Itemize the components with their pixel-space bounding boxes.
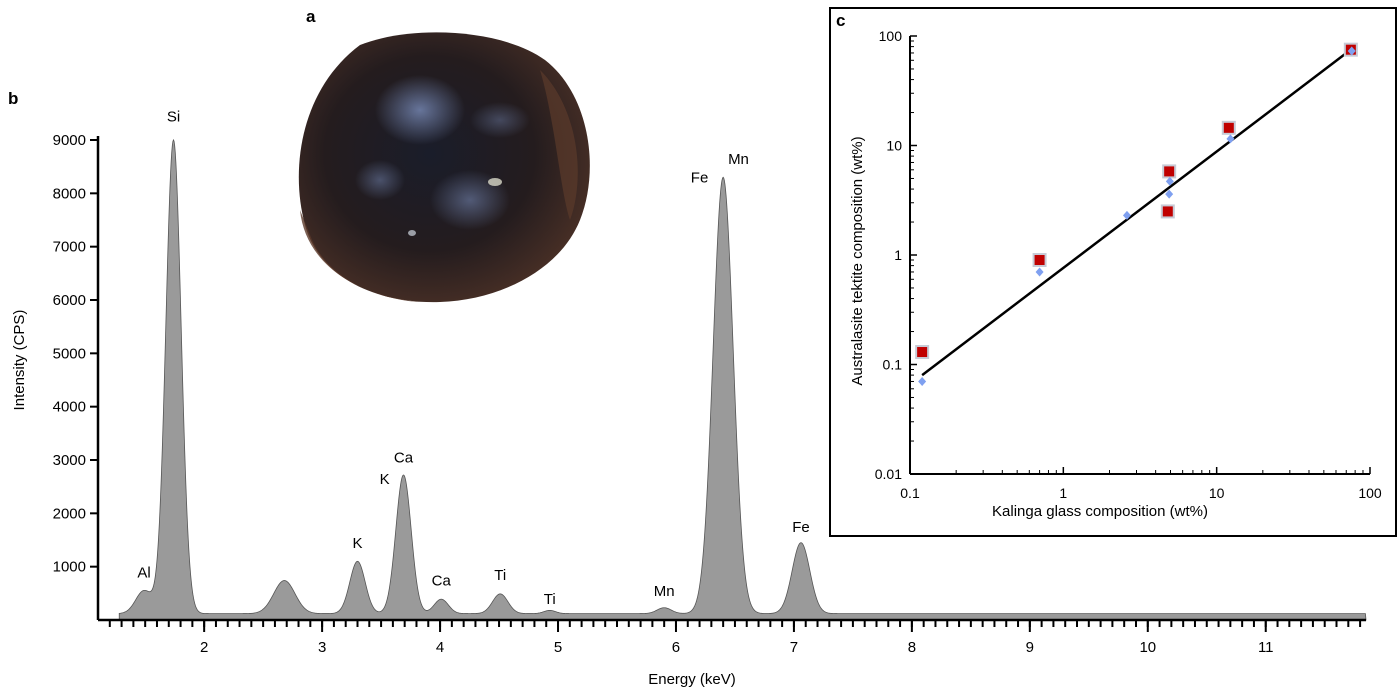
scatter-y-tick-label: 100 <box>879 28 903 44</box>
panel-label-b: b <box>8 89 18 108</box>
scatter-x-tick-label: 1 <box>1059 485 1067 501</box>
square-marker <box>1164 166 1175 177</box>
y-tick-label: 8000 <box>53 185 86 202</box>
peak-label: Ti <box>494 567 506 584</box>
peak-label: Ti <box>544 591 556 608</box>
diamond-marker <box>918 376 927 386</box>
x-tick-label: 6 <box>672 639 680 656</box>
y-tick-label: 7000 <box>53 239 86 256</box>
peak-label: Al <box>137 564 150 581</box>
x-tick-label: 3 <box>318 639 326 656</box>
peak-label: K <box>380 471 390 488</box>
peak-label: Mn <box>728 151 749 168</box>
y-tick-label: 3000 <box>53 452 86 469</box>
diamond-marker <box>1226 134 1235 144</box>
peak-label: Fe <box>792 519 810 536</box>
square-marker <box>1162 206 1173 217</box>
x-tick-label: 10 <box>1139 639 1156 656</box>
peak-label: Fe <box>691 170 709 187</box>
x-tick-label: 4 <box>436 639 444 656</box>
x-tick-label: 7 <box>790 639 798 656</box>
peak-label: Si <box>167 108 180 125</box>
scatter-x-tick-label: 0.1 <box>900 485 920 501</box>
y-tick-label: 5000 <box>53 345 86 362</box>
tektite-photo <box>298 32 590 303</box>
composition-scatter-chart: 0.1 1 10 100 0.01 0.1 1 10 100 Kalinga glass comp… <box>849 28 1382 520</box>
scatter-y-tick-label: 1 <box>894 247 902 263</box>
inset-frame <box>829 7 1397 537</box>
scatter-x-tick-label: 100 <box>1358 485 1382 501</box>
y-tick-label: 6000 <box>53 292 86 309</box>
peak-label: Ca <box>394 450 414 467</box>
panel-label-a: a <box>306 7 316 26</box>
square-marker <box>1223 122 1234 133</box>
diamond-marker <box>1165 189 1174 199</box>
diamond-marker <box>1347 46 1356 56</box>
x-tick-label: 8 <box>908 639 916 656</box>
edx-spectrum-chart: 2 3 4 5 6 7 8 9 10 111000200030004000500060007000… <box>11 108 1367 688</box>
peak-label: Mn <box>654 583 675 600</box>
peak-label: Ca <box>432 572 452 589</box>
diamond-marker <box>1035 267 1044 277</box>
peak-label: K <box>352 535 362 552</box>
panel-label-c: c <box>836 11 845 30</box>
fit-line <box>921 48 1352 377</box>
x-tick-label: 11 <box>1258 639 1274 656</box>
y-axis-title: Intensity (CPS) <box>11 310 28 411</box>
y-tick-label: 4000 <box>53 399 86 416</box>
scatter-y-tick-label: 0.1 <box>883 357 903 373</box>
x-tick-label: 5 <box>554 639 562 656</box>
scatter-y-tick-label: 10 <box>886 138 902 154</box>
diamond-marker <box>1165 176 1174 186</box>
y-tick-label: 2000 <box>53 505 86 522</box>
scatter-x-axis-title: Kalinga glass composition (wt%) <box>992 503 1208 520</box>
x-axis-title: Energy (keV) <box>648 671 736 688</box>
diamond-marker <box>1122 210 1131 220</box>
square-marker <box>917 347 928 358</box>
scatter-x-tick-label: 10 <box>1209 485 1225 501</box>
x-tick-label: 2 <box>200 639 208 656</box>
scatter-y-tick-label: 0.01 <box>875 466 902 482</box>
y-tick-label: 9000 <box>53 132 86 149</box>
y-tick-label: 1000 <box>53 559 86 576</box>
spectrum-area <box>98 138 1367 621</box>
x-tick-label: 9 <box>1026 639 1034 656</box>
scatter-y-axis-title: Australasite tektite composition (wt%) <box>849 136 866 385</box>
square-marker <box>1034 255 1045 266</box>
